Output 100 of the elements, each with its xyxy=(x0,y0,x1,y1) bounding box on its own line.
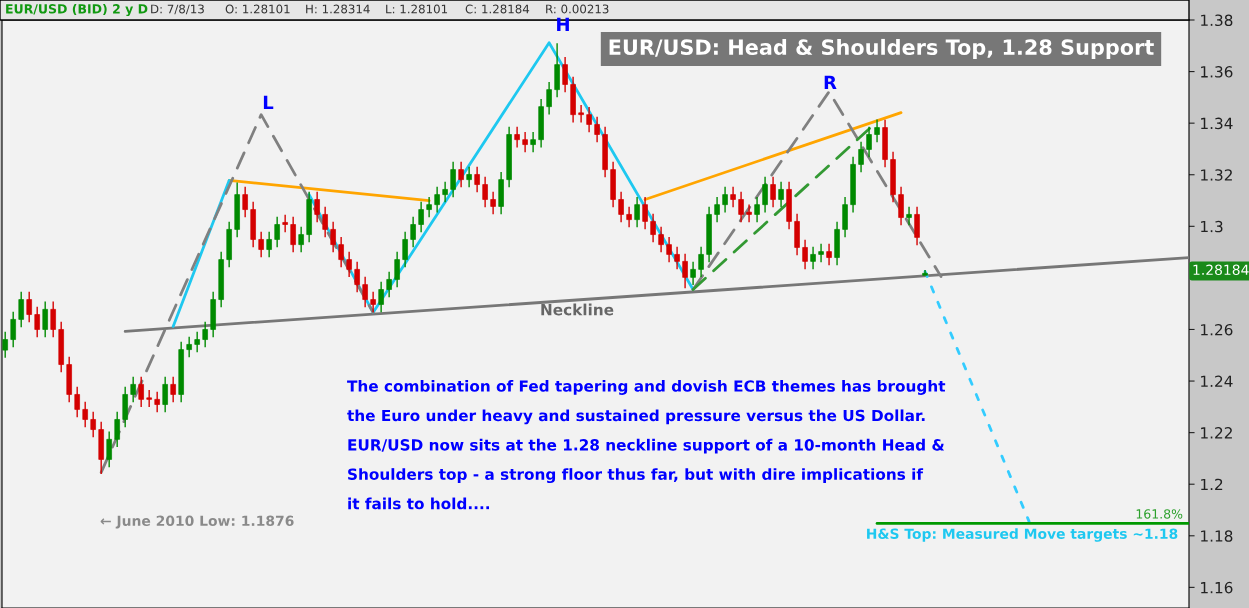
candlestick xyxy=(914,206,920,246)
candlestick xyxy=(674,245,680,270)
candlestick xyxy=(322,206,328,238)
candlestick xyxy=(162,375,168,413)
candlestick xyxy=(274,216,280,248)
candlestick xyxy=(650,212,656,244)
candlestick xyxy=(450,161,456,198)
candlestick xyxy=(474,166,480,193)
candlestick xyxy=(338,236,344,269)
candlestick xyxy=(522,131,528,153)
candlestick xyxy=(530,131,536,153)
candlestick xyxy=(586,106,592,133)
candlestick xyxy=(82,400,88,428)
candlestick xyxy=(434,186,440,214)
candlestick xyxy=(2,331,8,359)
candlestick xyxy=(138,375,144,408)
candlestick xyxy=(202,321,208,348)
candlestick xyxy=(26,291,32,323)
candlestick xyxy=(362,276,368,308)
y-tick-label: 1.32 xyxy=(1201,169,1232,181)
candlestick xyxy=(370,291,376,313)
candlestick xyxy=(354,260,360,294)
y-tick-label: 1.22 xyxy=(1201,427,1232,439)
candlestick xyxy=(106,430,112,468)
candlestick xyxy=(690,260,696,286)
text: R: 0.00213 xyxy=(546,4,609,14)
candlestick xyxy=(130,375,136,403)
text: O: 1.28101 xyxy=(225,4,290,14)
candlestick xyxy=(874,118,880,143)
candlestick xyxy=(242,186,248,218)
text: H: 1.28314 xyxy=(306,4,370,14)
candlestick xyxy=(194,331,200,353)
candlestick xyxy=(722,186,728,214)
y-tick-label: 1.34 xyxy=(1201,117,1233,130)
candlestick xyxy=(386,271,392,298)
candlestick xyxy=(666,236,672,263)
y-tick-label: 1.16 xyxy=(1201,581,1233,594)
candlestick xyxy=(642,196,648,230)
annotation: The combination of Fed tapering and dovish ECB themes has brought the Euro under heavy and sustained pressure versus the US Dollar. EUR/USD now sits at the 1.28 neckline support of a 10-month Head & Shoulders top - a strong floor thus far, but with dire implications if it fails to hold.... xyxy=(347,380,946,510)
candlestick xyxy=(426,196,432,218)
candlestick xyxy=(418,201,424,233)
candlestick xyxy=(482,176,488,208)
candlestick xyxy=(50,300,56,338)
candlestick xyxy=(546,81,552,116)
candlestick xyxy=(442,181,448,204)
annotation: L xyxy=(263,95,274,109)
candlestick xyxy=(826,243,832,266)
candlestick xyxy=(682,252,688,289)
candlestick xyxy=(866,126,872,158)
candlestick xyxy=(754,196,760,223)
candlestick xyxy=(770,176,776,208)
candlestick xyxy=(42,300,48,338)
text: EUR/USD: Head & Shoulders Top, 1.28 Support xyxy=(609,38,1154,60)
text: 1.28184 xyxy=(1193,264,1249,276)
candlestick xyxy=(618,191,624,223)
candlestick xyxy=(458,161,464,189)
text: C: 1.28184 xyxy=(465,4,530,14)
candlestick xyxy=(714,196,720,223)
candlestick xyxy=(330,220,336,254)
y-tick-label: 1.24 xyxy=(1201,375,1233,387)
candlestick xyxy=(634,196,640,229)
candlestick xyxy=(778,181,784,208)
y-tick-label: 1.26 xyxy=(1201,323,1233,336)
candlestick xyxy=(466,166,472,189)
candlestick xyxy=(658,226,664,254)
candlestick xyxy=(802,239,808,270)
y-tick-label: 1.36 xyxy=(1201,66,1233,78)
candlestick xyxy=(410,216,416,248)
candlestick xyxy=(282,214,288,233)
y-tick-label: 1.38 xyxy=(1201,14,1233,27)
candlestick xyxy=(514,126,520,149)
candlestick xyxy=(34,306,40,338)
candlestick xyxy=(186,335,192,359)
candlestick xyxy=(810,245,816,270)
candlestick xyxy=(738,191,744,223)
candlestick xyxy=(314,191,320,223)
annotation: H&S Top: Measured Move targets ~1.18 xyxy=(867,528,1178,542)
candlestick xyxy=(858,141,864,173)
candlestick xyxy=(562,56,568,93)
y-tick-label: 1.2 xyxy=(1201,478,1223,491)
text: D: 7/8/13 xyxy=(151,4,204,15)
candlestick xyxy=(154,390,160,413)
candlestick xyxy=(170,375,176,403)
candlestick xyxy=(818,243,824,263)
candlestick xyxy=(90,411,96,438)
candlestick xyxy=(146,389,152,408)
candlestick xyxy=(290,216,296,254)
candlestick xyxy=(10,310,16,348)
candlestick xyxy=(490,191,496,215)
y-tick-label: 1.3 xyxy=(1201,220,1223,233)
annotation: 161.8% xyxy=(1136,509,1183,519)
text: EUR/USD (BID) 2 y D xyxy=(6,3,148,17)
y-tick-label: 1.18 xyxy=(1201,530,1233,542)
candlestick xyxy=(266,231,272,258)
candlestick xyxy=(402,231,408,269)
annotation: ← June 2010 Low: 1.1876 xyxy=(100,515,294,529)
annotation: H xyxy=(557,17,569,31)
candlestick xyxy=(762,176,768,214)
candlestick xyxy=(394,251,400,288)
annotation: R xyxy=(824,75,837,89)
